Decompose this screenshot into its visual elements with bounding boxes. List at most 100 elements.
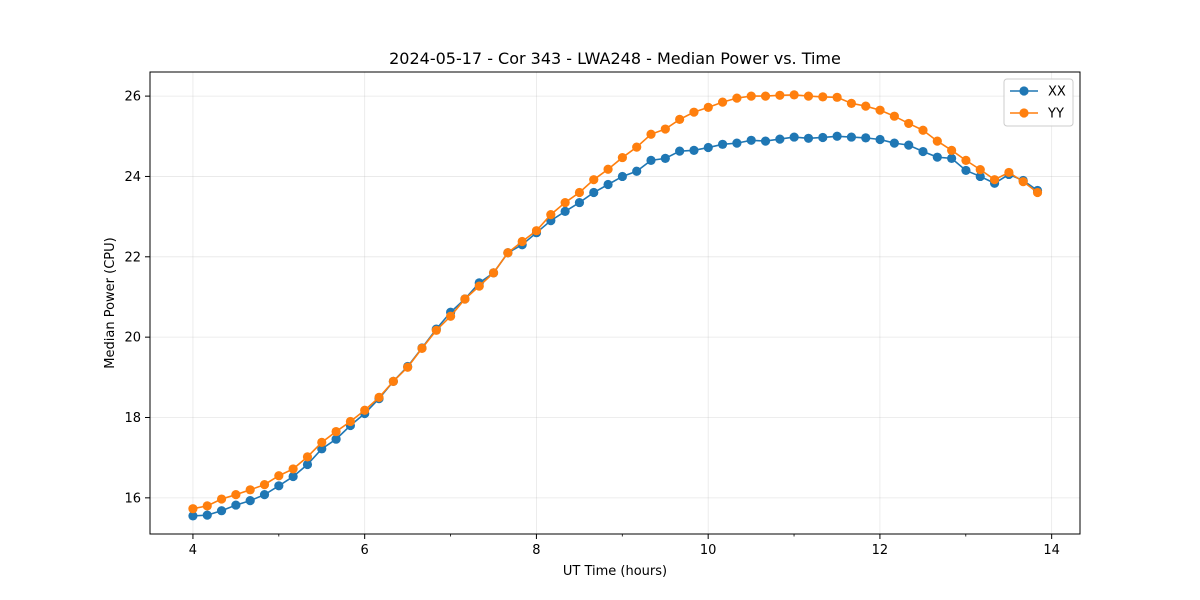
data-point-yy [503,248,513,258]
data-point-xx [202,510,212,520]
data-point-yy [947,145,957,155]
data-point-xx [904,140,914,150]
data-point-xx [746,135,756,145]
data-point-xx [302,459,313,470]
data-point-yy [689,107,699,117]
legend-marker-yy [1019,108,1029,118]
data-point-xx [732,138,742,148]
data-point-yy [202,501,212,511]
legend: XX YY [1003,78,1074,127]
data-point-yy [245,485,255,495]
data-point-xx [861,133,871,143]
data-point-xx [947,153,957,163]
data-point-yy [589,175,599,185]
data-point-xx [760,136,771,146]
data-point-yy [474,281,484,291]
data-point-yy [231,490,241,500]
x-tick-label: 6 [361,543,369,558]
x-tick-label: 10 [700,543,717,558]
data-point-yy [717,97,728,107]
data-point-yy [560,197,570,208]
data-point-yy [446,311,456,321]
grid-lines [150,72,1080,534]
x-axis-label: UT Time (hours) [563,564,667,579]
data-point-yy [803,91,814,101]
data-point-yy [345,416,355,427]
y-tick-label: 26 [124,90,141,105]
data-point-xx [961,165,971,176]
data-point-yy [889,111,899,121]
data-point-xx [574,197,585,208]
data-point-xx [689,145,699,155]
data-point-yy [331,426,341,437]
series-layer [188,90,1043,521]
data-point-yy [603,164,613,174]
data-point-yy [875,105,885,115]
y-tick-label: 20 [124,331,141,346]
data-point-yy [1032,187,1043,198]
data-point-xx [975,171,985,182]
data-point-yy [675,114,685,125]
chart-title: 2024-05-17 - Cor 343 - LWA248 - Median P… [389,49,841,68]
data-point-yy [760,91,771,101]
data-point-yy [746,91,756,101]
data-point-yy [1004,167,1014,178]
x-tick-label: 12 [872,543,889,558]
data-point-yy [574,187,585,198]
data-point-xx [589,187,599,198]
y-tick-label: 24 [124,170,141,185]
data-point-yy [317,437,327,447]
data-point-xx [331,434,341,444]
data-point-yy [632,142,642,152]
axis-ticks: 4 6 8 10 12 14 16 18 20 22 24 26 [124,90,1059,558]
data-point-xx [832,131,842,141]
data-point-yy [259,479,270,490]
data-point-yy [703,102,713,112]
data-point-xx [216,506,227,516]
data-point-yy [989,175,1000,185]
data-point-yy [789,90,799,100]
legend-label-xx: XX [1048,85,1066,100]
data-point-xx [889,138,899,148]
data-point-yy [832,92,842,102]
data-point-yy [1018,177,1028,187]
data-point-yy [374,392,384,403]
data-point-xx [646,155,656,165]
legend-label-yy: YY [1047,107,1064,122]
data-point-yy [975,165,985,175]
data-point-xx [875,134,885,145]
plot-frame [149,71,1081,535]
data-point-xx [675,146,685,156]
data-point-yy [546,210,556,220]
data-point-yy [417,343,427,353]
data-point-yy [861,101,871,111]
data-point-xx [617,171,627,182]
data-point-xx [288,471,298,482]
data-point-yy [488,268,499,278]
data-point-yy [517,236,527,247]
data-point-xx [803,133,814,143]
data-point-xx [717,139,728,149]
data-point-xx [632,166,642,176]
y-tick-label: 16 [124,491,141,506]
y-tick-label: 18 [124,411,141,426]
data-point-yy [388,376,398,386]
data-point-yy [531,226,542,236]
data-point-xx [918,146,928,157]
data-point-yy [460,294,470,304]
data-point-xx [560,206,570,216]
data-point-yy [904,118,914,129]
data-point-yy [732,93,742,103]
legend-marker-xx [1019,86,1029,96]
data-point-yy [617,152,627,163]
series-yy [188,90,1043,514]
legend-entry-xx: XX [1010,85,1066,100]
x-tick-label: 4 [189,543,197,558]
y-axis-label: Median Power (CPU) [103,237,118,368]
data-point-xx [846,132,857,142]
data-point-xx [245,496,255,506]
data-point-yy [302,452,313,462]
data-point-yy [403,362,413,372]
data-point-xx [274,481,284,491]
